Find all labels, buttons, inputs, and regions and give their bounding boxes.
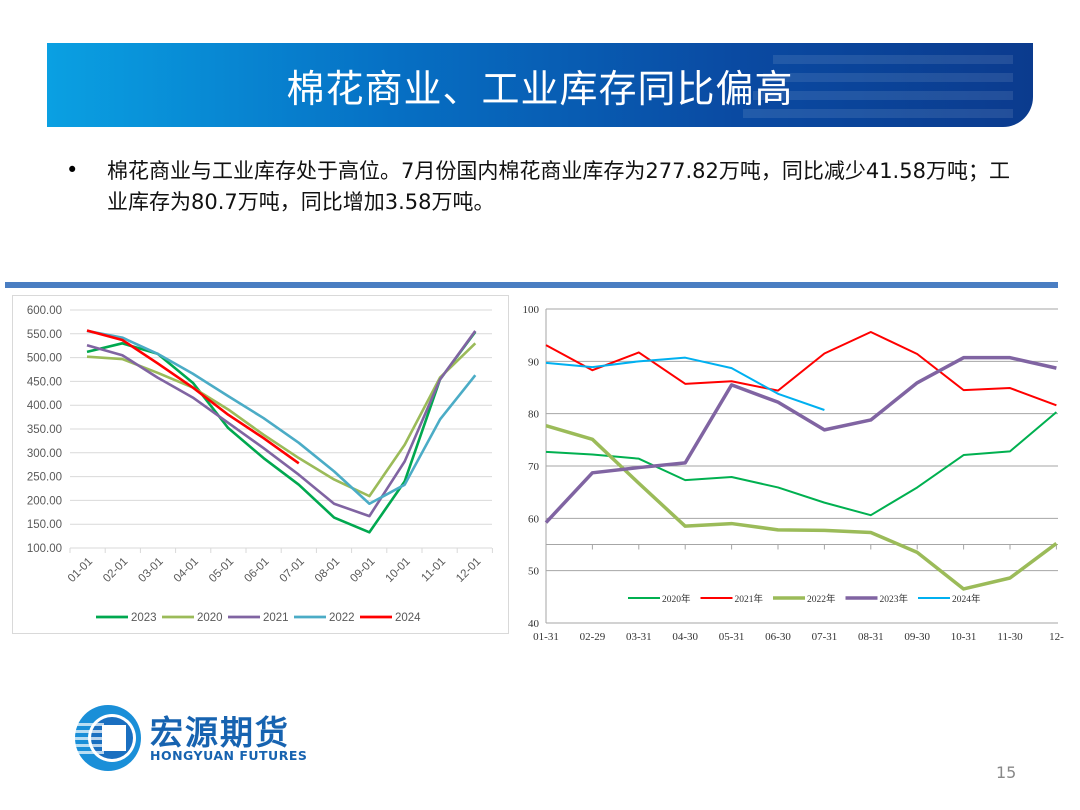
series-line-2022年	[545, 424, 1058, 591]
legend-label-2020年: 2020年	[662, 593, 691, 605]
x-tick-label: 07-31	[812, 631, 838, 643]
series-line-2023年	[544, 355, 1057, 524]
legend-label-2023年: 2023年	[880, 593, 909, 605]
x-tick-label: 01-31	[533, 631, 559, 643]
x-tick-label: 02-29	[580, 631, 606, 643]
hongyuan-logo-icon	[74, 705, 141, 771]
x-tick-label: 09-30	[904, 631, 930, 643]
y-tick-label: 70	[528, 461, 540, 473]
logo-text-en: HONGYUAN FUTURES	[150, 748, 308, 763]
y-tick-label: 40	[528, 618, 540, 630]
x-tick-label: 08-31	[858, 631, 884, 643]
y-tick-label: 100	[523, 304, 540, 316]
legend-label-2024年: 2024年	[952, 593, 981, 605]
x-tick-label: 05-31	[719, 631, 745, 643]
legend-label-2021年: 2021年	[735, 593, 764, 605]
x-tick-label: 10-31	[951, 631, 977, 643]
legend-label-2022年: 2022年	[807, 593, 836, 605]
page-number: 15	[996, 763, 1017, 782]
x-tick-label: 12-	[1049, 631, 1064, 643]
x-tick-label: 03-31	[626, 631, 652, 643]
y-tick-label: 60	[528, 513, 540, 525]
y-tick-label: 50	[528, 566, 540, 578]
logo-text-cn: 宏源期货	[150, 713, 290, 752]
series-line-2024年	[545, 356, 825, 411]
y-tick-label: 90	[528, 356, 540, 368]
title-banner: 棉花商业、工业库存同比偏高	[47, 43, 1033, 127]
series-line-2020年	[545, 411, 1058, 517]
bullet-marker: •	[66, 158, 79, 182]
slide-title: 棉花商业、工业库存同比偏高	[286, 66, 794, 111]
series-line-2021年	[545, 331, 1057, 407]
y-tick-label: 80	[528, 409, 540, 421]
x-tick-label: 06-30	[765, 631, 791, 643]
divider	[5, 282, 1058, 288]
x-tick-label: 04-30	[672, 631, 698, 643]
x-tick-label: 11-30	[997, 631, 1023, 643]
commercial-stock-chart-frame	[12, 295, 509, 634]
bullet-text: 棉花商业与工业库存处于高位。7月份国内棉花商业库存为277.82万吨，同比减少4…	[107, 159, 1010, 214]
